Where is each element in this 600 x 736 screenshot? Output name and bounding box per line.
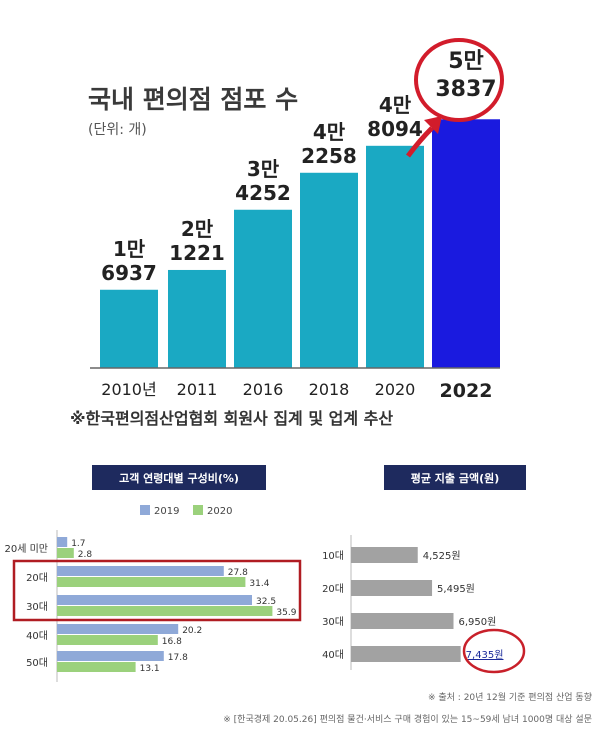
top-footnote: ※한국편의점산업협회 회원사 집계 및 업계 추산: [70, 409, 393, 428]
age-bar-2019: [57, 566, 224, 576]
store-bar-2018: [300, 172, 358, 368]
store-value-label-man: 3만: [247, 157, 280, 181]
spend-chart-header-bg: [384, 465, 526, 490]
age-chart-header: 고객 연령대별 구성비(%): [119, 471, 239, 485]
age-bar-2019: [57, 595, 252, 605]
age-category-label: 50대: [26, 657, 48, 669]
legend-label-2019: 2019: [154, 506, 179, 517]
store-value-label-man: 1만: [113, 237, 146, 261]
store-year-label: 2011: [177, 380, 218, 399]
store-year-label: 2018: [309, 380, 350, 399]
age-bar-2020: [57, 606, 273, 616]
age-chart-header-bg: [92, 465, 266, 490]
age-category-label: 20대: [26, 572, 48, 584]
age-value-label: 27.8: [228, 568, 248, 578]
age-bar-2020: [57, 577, 246, 587]
store-value-label-rest: 6937: [101, 261, 157, 285]
age-category-label: 30대: [26, 601, 48, 613]
highlight-circle: [414, 38, 504, 122]
store-bar-2011: [168, 269, 226, 368]
store-bar-2010년: [100, 289, 158, 368]
spend-bar: [351, 646, 461, 662]
spend-chart-header: 평균 지출 금액(원): [411, 471, 500, 485]
age-value-label: 20.2: [182, 626, 202, 636]
store-bar-2016: [234, 209, 292, 368]
spend-bar: [351, 613, 454, 629]
avg-spend-chart: 평균 지출 금액(원) 10대 4,525원 20대 5,495원 30대 6,950원 4…: [322, 465, 526, 674]
store-value-label-rest: 8094: [367, 117, 423, 141]
spend-value-label: 7,435원: [466, 649, 504, 661]
store-year-label: 2016: [243, 380, 284, 399]
store-year-label: 2020: [375, 380, 416, 399]
highlight-arrow: [406, 126, 434, 158]
spend-category-label: 30대: [322, 616, 344, 628]
age-value-label: 1.7: [71, 539, 85, 549]
spend-category-label: 20대: [322, 583, 344, 595]
source-note-2: ※ [한국경제 20.05.26] 편의점 물건·서비스 구매 경험이 있는 1…: [223, 713, 592, 725]
store-count-title: 국내 편의점 점포 수: [88, 85, 298, 114]
store-year-label: 2022: [440, 380, 493, 402]
age-value-label: 31.4: [249, 579, 269, 589]
legend-label-2020: 2020: [207, 506, 232, 517]
highlight-box-20-30: [12, 559, 302, 622]
age-bar-2020: [57, 662, 136, 672]
age-value-label: 32.5: [256, 597, 276, 607]
spend-category-label: 10대: [322, 550, 344, 562]
spend-bar: [351, 547, 418, 563]
store-year-label: 2010년: [101, 380, 156, 399]
spend-highlight-circle: [462, 628, 526, 674]
age-bar-2019: [57, 537, 68, 547]
age-bar-2019: [57, 624, 179, 634]
store-bar-2020: [366, 145, 424, 368]
legend-swatch-2020: [193, 505, 203, 515]
store-value-label-rest: 2258: [301, 144, 357, 168]
spend-bar: [351, 580, 433, 596]
age-category-label: 40대: [26, 630, 48, 642]
store-value-label-rest: 4252: [235, 181, 291, 205]
age-value-label: 17.8: [168, 653, 188, 663]
source-note-1: ※ 출처 : 20년 12월 기준 편의점 산업 동향: [428, 691, 592, 703]
store-value-label-rest: 3837: [435, 77, 496, 102]
age-value-label: 2.8: [78, 550, 93, 560]
store-count-unit: (단위: 개): [88, 122, 147, 138]
age-value-label: 35.9: [276, 608, 296, 618]
store-value-label-man: 4만: [379, 93, 412, 117]
arrow-head: [424, 116, 442, 134]
age-value-label: 16.8: [162, 637, 182, 647]
age-bar-2020: [57, 635, 158, 645]
age-value-label: 13.1: [140, 664, 160, 674]
age-category-label: 20세 미만: [4, 543, 48, 555]
legend-swatch-2019: [140, 505, 150, 515]
spend-value-label: 6,950원: [459, 616, 497, 628]
store-value-label-man: 2만: [181, 217, 214, 241]
age-composition-chart: 고객 연령대별 구성비(%) 2019 2020 20세 미만 1.72.8 20대…: [4, 465, 302, 682]
spend-category-label: 40대: [322, 649, 344, 661]
store-value-label-man: 4만: [313, 120, 346, 144]
age-bar-2019: [57, 651, 164, 661]
store-bar-2022: [432, 119, 500, 368]
age-bar-2020: [57, 548, 74, 558]
spend-value-label: 4,525원: [423, 550, 461, 562]
spend-value-label: 5,495원: [437, 583, 475, 595]
store-value-label-man: 5만: [448, 49, 484, 74]
store-value-label-rest: 1221: [169, 241, 225, 265]
